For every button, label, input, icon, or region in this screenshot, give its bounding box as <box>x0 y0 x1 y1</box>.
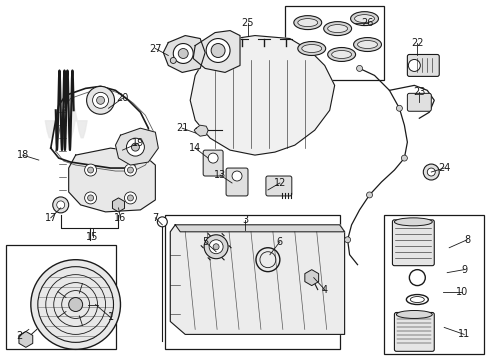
Text: 1: 1 <box>107 312 114 323</box>
Circle shape <box>211 44 225 58</box>
Circle shape <box>344 237 350 243</box>
Circle shape <box>178 49 188 58</box>
Circle shape <box>204 235 228 259</box>
Circle shape <box>232 171 242 181</box>
Circle shape <box>85 192 97 204</box>
Ellipse shape <box>324 22 352 36</box>
Ellipse shape <box>328 48 356 62</box>
Polygon shape <box>116 128 158 165</box>
Bar <box>6 245 116 349</box>
FancyBboxPatch shape <box>407 93 431 111</box>
Text: 14: 14 <box>189 143 201 153</box>
Circle shape <box>208 153 218 163</box>
FancyBboxPatch shape <box>266 176 292 196</box>
Text: 17: 17 <box>45 213 57 223</box>
Circle shape <box>53 197 69 213</box>
Circle shape <box>171 58 176 63</box>
Bar <box>165 215 340 349</box>
Text: 18: 18 <box>17 150 29 160</box>
Circle shape <box>367 192 372 198</box>
Text: 11: 11 <box>458 329 470 339</box>
Circle shape <box>127 195 133 201</box>
Circle shape <box>88 167 94 173</box>
FancyBboxPatch shape <box>226 168 248 196</box>
Circle shape <box>97 96 104 104</box>
Circle shape <box>206 39 230 62</box>
Text: 21: 21 <box>176 123 189 133</box>
Text: 26: 26 <box>361 18 374 28</box>
Ellipse shape <box>298 41 326 55</box>
Circle shape <box>427 168 435 176</box>
Text: 13: 13 <box>214 170 226 180</box>
Circle shape <box>87 86 115 114</box>
Circle shape <box>423 164 439 180</box>
Text: 7: 7 <box>152 213 158 223</box>
Text: 23: 23 <box>413 87 425 97</box>
Circle shape <box>124 192 136 204</box>
Polygon shape <box>163 36 205 72</box>
Polygon shape <box>171 225 344 334</box>
Ellipse shape <box>298 19 318 27</box>
Ellipse shape <box>355 15 374 23</box>
FancyBboxPatch shape <box>394 312 434 351</box>
Text: 3: 3 <box>242 215 248 225</box>
Circle shape <box>85 164 97 176</box>
Text: 12: 12 <box>274 178 286 188</box>
Text: 4: 4 <box>321 284 328 294</box>
Text: 25: 25 <box>242 18 254 28</box>
Circle shape <box>124 164 136 176</box>
Circle shape <box>126 138 145 156</box>
Text: 9: 9 <box>461 265 467 275</box>
FancyBboxPatch shape <box>407 54 439 76</box>
Bar <box>285 6 385 80</box>
Circle shape <box>93 92 108 108</box>
Text: 24: 24 <box>438 163 450 173</box>
Text: 10: 10 <box>456 287 468 297</box>
Text: 8: 8 <box>464 235 470 245</box>
Text: 15: 15 <box>86 232 99 242</box>
Text: 20: 20 <box>116 93 129 103</box>
Polygon shape <box>194 125 208 136</box>
Circle shape <box>57 201 65 209</box>
Circle shape <box>209 240 223 254</box>
Bar <box>385 215 484 354</box>
Ellipse shape <box>396 310 432 319</box>
Ellipse shape <box>394 218 432 226</box>
Circle shape <box>401 155 407 161</box>
Circle shape <box>213 244 219 250</box>
Ellipse shape <box>302 45 322 53</box>
Circle shape <box>131 143 140 151</box>
Polygon shape <box>193 31 240 72</box>
Circle shape <box>408 59 420 71</box>
Circle shape <box>396 105 402 111</box>
Text: 22: 22 <box>411 37 423 48</box>
Circle shape <box>31 260 121 349</box>
Ellipse shape <box>294 15 322 30</box>
Polygon shape <box>190 36 335 155</box>
Text: 2: 2 <box>16 332 22 341</box>
Ellipse shape <box>328 24 347 32</box>
Ellipse shape <box>358 41 377 49</box>
Ellipse shape <box>354 37 382 51</box>
Polygon shape <box>69 148 155 212</box>
FancyBboxPatch shape <box>392 220 434 266</box>
Text: 16: 16 <box>114 213 126 223</box>
Ellipse shape <box>332 50 352 58</box>
Polygon shape <box>175 225 344 232</box>
FancyBboxPatch shape <box>203 150 223 176</box>
Text: 6: 6 <box>277 237 283 247</box>
Ellipse shape <box>350 12 378 26</box>
Circle shape <box>357 66 363 71</box>
Text: 5: 5 <box>202 237 208 247</box>
Text: 19: 19 <box>132 138 145 148</box>
Circle shape <box>127 167 133 173</box>
Circle shape <box>173 44 193 63</box>
Circle shape <box>69 298 83 311</box>
Text: 27: 27 <box>149 44 162 54</box>
Circle shape <box>157 217 167 227</box>
Circle shape <box>88 195 94 201</box>
